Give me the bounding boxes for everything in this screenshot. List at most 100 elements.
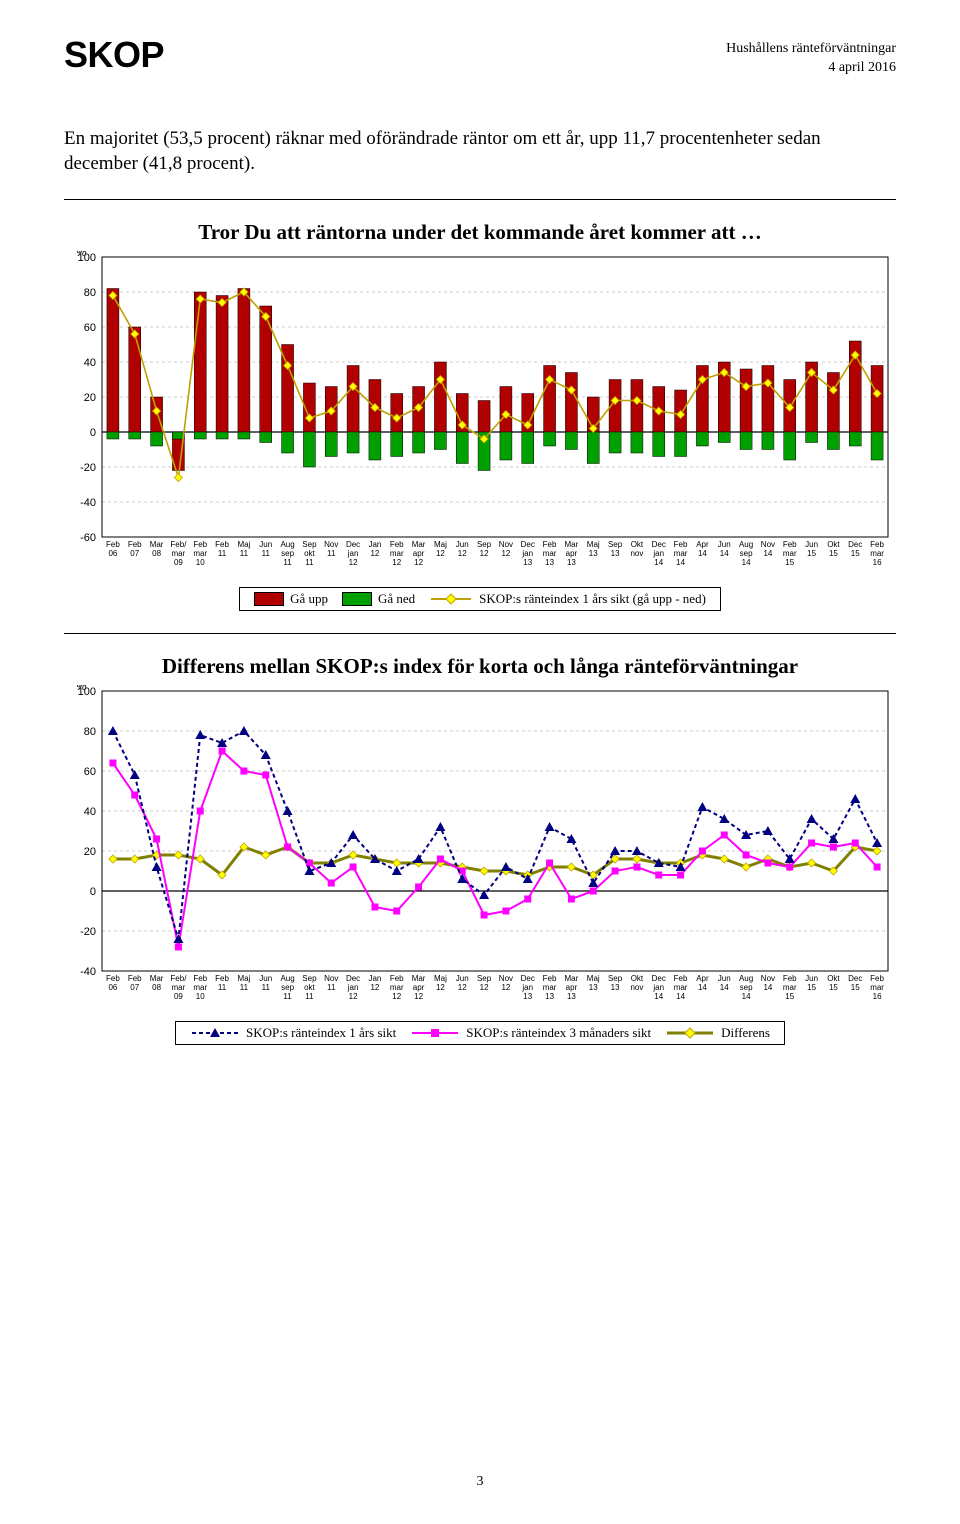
legend-label-down: Gå ned <box>378 591 415 607</box>
svg-text:apr: apr <box>566 983 578 992</box>
svg-text:15: 15 <box>829 983 838 992</box>
svg-text:11: 11 <box>305 558 314 567</box>
svg-text:10: 10 <box>196 558 205 567</box>
svg-text:Mar: Mar <box>565 974 579 983</box>
svg-text:20: 20 <box>84 392 96 404</box>
svg-text:11: 11 <box>305 992 314 1001</box>
svg-text:11: 11 <box>262 549 271 558</box>
svg-text:15: 15 <box>851 983 860 992</box>
svg-text:Feb: Feb <box>193 974 207 983</box>
svg-text:12: 12 <box>480 983 489 992</box>
svg-text:%: % <box>76 251 87 259</box>
svg-text:15: 15 <box>785 992 794 1001</box>
svg-text:-40: -40 <box>80 966 96 978</box>
svg-text:Feb/: Feb/ <box>170 540 187 549</box>
svg-text:apr: apr <box>413 983 425 992</box>
svg-text:12: 12 <box>370 549 379 558</box>
svg-text:60: 60 <box>84 322 96 334</box>
svg-text:Feb: Feb <box>215 974 229 983</box>
svg-text:Jun: Jun <box>718 540 731 549</box>
svg-text:Maj: Maj <box>434 974 447 983</box>
svg-text:Feb: Feb <box>106 540 120 549</box>
svg-text:apr: apr <box>566 549 578 558</box>
svg-text:14: 14 <box>742 558 751 567</box>
svg-text:mar: mar <box>783 549 797 558</box>
svg-text:Dec: Dec <box>848 540 862 549</box>
svg-text:Feb: Feb <box>674 540 688 549</box>
svg-text:mar: mar <box>193 983 207 992</box>
svg-text:Feb: Feb <box>543 540 557 549</box>
svg-text:Aug: Aug <box>280 540 294 549</box>
legend-diff2-label: Differens <box>721 1025 770 1041</box>
svg-text:10: 10 <box>196 992 205 1001</box>
svg-text:Nov: Nov <box>324 974 338 983</box>
svg-text:15: 15 <box>807 983 816 992</box>
svg-text:Feb: Feb <box>390 974 404 983</box>
svg-text:13: 13 <box>523 992 532 1001</box>
svg-text:40: 40 <box>84 806 96 818</box>
svg-text:15: 15 <box>851 549 860 558</box>
svg-text:Apr: Apr <box>696 974 709 983</box>
legend-3mo-label: SKOP:s ränteindex 3 månaders sikt <box>466 1025 651 1041</box>
chart1-title: Tror Du att räntorna under det kommande … <box>64 220 896 245</box>
svg-text:0: 0 <box>90 427 96 439</box>
svg-text:Feb: Feb <box>128 974 142 983</box>
legend-1yr-label: SKOP:s ränteindex 1 års sikt <box>246 1025 396 1041</box>
svg-text:mar: mar <box>870 983 884 992</box>
svg-text:14: 14 <box>742 992 751 1001</box>
svg-text:12: 12 <box>458 983 467 992</box>
svg-text:mar: mar <box>172 983 186 992</box>
chart2: -40-20020406080100%Feb06Feb07Mar08Feb/ma… <box>64 685 896 1015</box>
svg-text:Jun: Jun <box>259 974 272 983</box>
svg-text:80: 80 <box>84 287 96 299</box>
svg-text:12: 12 <box>370 983 379 992</box>
svg-text:-60: -60 <box>80 532 96 544</box>
svg-text:mar: mar <box>193 549 207 558</box>
svg-text:Jun: Jun <box>805 540 818 549</box>
svg-text:mar: mar <box>674 549 688 558</box>
svg-text:12: 12 <box>392 558 401 567</box>
svg-text:Dec: Dec <box>652 974 666 983</box>
svg-text:jan: jan <box>652 549 664 558</box>
svg-text:12: 12 <box>436 549 445 558</box>
svg-text:12: 12 <box>349 558 358 567</box>
chart2-legend: SKOP:s ränteindex 1 års sikt SKOP:s ränt… <box>175 1021 785 1045</box>
svg-text:Aug: Aug <box>739 540 753 549</box>
svg-text:okt: okt <box>304 983 315 992</box>
svg-text:Dec: Dec <box>521 974 535 983</box>
svg-text:Mar: Mar <box>412 540 426 549</box>
svg-text:11: 11 <box>218 983 227 992</box>
svg-text:40: 40 <box>84 357 96 369</box>
svg-text:14: 14 <box>720 983 729 992</box>
svg-text:60: 60 <box>84 766 96 778</box>
svg-text:-20: -20 <box>80 462 96 474</box>
svg-text:14: 14 <box>698 549 707 558</box>
svg-text:Sep: Sep <box>477 974 492 983</box>
svg-text:12: 12 <box>392 992 401 1001</box>
svg-text:Sep: Sep <box>302 974 317 983</box>
svg-text:sep: sep <box>281 983 294 992</box>
svg-text:Feb: Feb <box>215 540 229 549</box>
svg-text:mar: mar <box>172 549 186 558</box>
svg-text:15: 15 <box>785 558 794 567</box>
divider <box>64 199 896 200</box>
svg-text:Nov: Nov <box>761 974 775 983</box>
svg-text:jan: jan <box>521 549 533 558</box>
svg-text:13: 13 <box>567 558 576 567</box>
svg-text:15: 15 <box>829 549 838 558</box>
legend-diff-icon <box>429 592 473 606</box>
svg-text:Feb: Feb <box>193 540 207 549</box>
svg-text:80: 80 <box>84 726 96 738</box>
svg-text:13: 13 <box>545 992 554 1001</box>
legend-3mo-icon <box>410 1026 460 1040</box>
svg-text:Feb: Feb <box>783 540 797 549</box>
svg-text:mar: mar <box>543 549 557 558</box>
svg-text:Aug: Aug <box>739 974 753 983</box>
chart1-svg: -60-40-20020406080100%Feb06Feb07Mar08Feb… <box>64 251 896 581</box>
svg-text:okt: okt <box>304 549 315 558</box>
svg-text:Mar: Mar <box>412 974 426 983</box>
svg-text:12: 12 <box>349 992 358 1001</box>
svg-text:Maj: Maj <box>587 540 600 549</box>
svg-text:08: 08 <box>152 983 161 992</box>
svg-text:20: 20 <box>84 846 96 858</box>
